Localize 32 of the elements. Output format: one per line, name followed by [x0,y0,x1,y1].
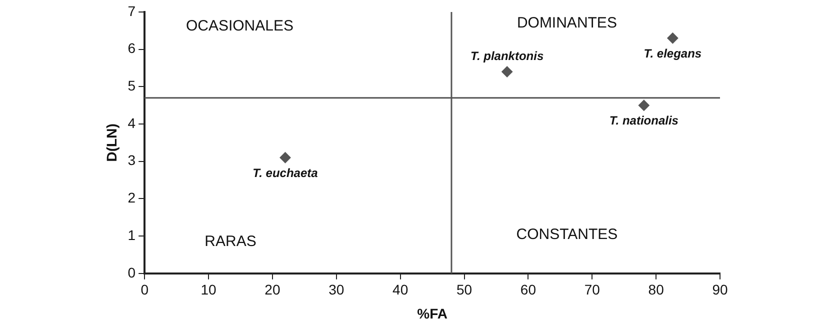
series-label: T. nationalis [609,114,679,128]
annotation: DOMINANTES [516,14,617,32]
annotation: CONSTANTES [516,226,618,243]
point [638,100,650,111]
y-tick-label: 6 [128,40,136,56]
x-tick-label: 20 [264,282,280,298]
x-tick-label: 80 [648,282,664,298]
y-tick-label: 0 [128,264,136,280]
series-label: T. elegans [644,46,702,60]
series-label: T. planktonis [470,49,544,64]
x-tick-label: 50 [456,282,472,298]
x-tick-label: 60 [520,282,536,298]
y-tick-label: 7 [128,2,136,19]
y-tick-label: 5 [128,78,136,94]
y-tick-label: 3 [128,152,136,168]
annotation: OCASIONALES [186,18,294,35]
y-tick-label: 2 [128,190,136,206]
x-tick-label: 0 [140,282,149,298]
y-axis-title: D(LN) [103,124,120,162]
x-tick-label: 90 [712,282,728,298]
x-axis-title: %FA [417,305,448,322]
annotation: RARAS [204,232,256,250]
y-tick-label: 1 [128,226,136,243]
point [502,66,513,78]
point [280,152,291,164]
x-tick-label: 10 [200,282,217,298]
series-label: T. euchaeta [252,166,318,180]
point [667,32,678,44]
x-tick-label: 40 [392,282,408,298]
x-tick-label: 30 [328,282,344,298]
y-tick-label: 4 [128,114,136,131]
x-tick-label: 70 [584,282,600,298]
